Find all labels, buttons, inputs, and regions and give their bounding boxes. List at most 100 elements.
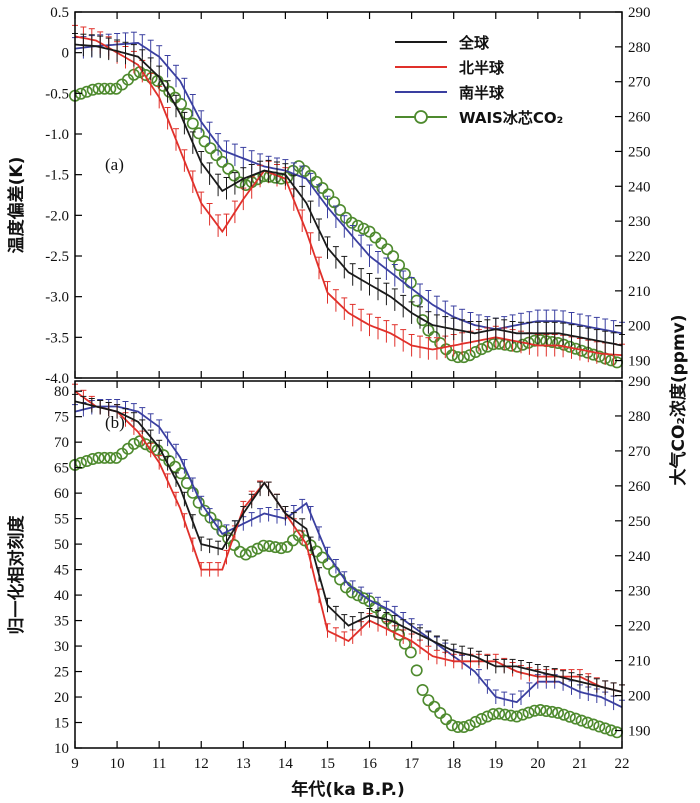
co2-point [475,343,488,356]
legend-label: WAIS冰芯CO₂ [459,109,563,127]
co2-point [357,222,370,235]
co2-point [233,545,246,558]
legend-item: 全球 [395,34,490,52]
right-axis-title: 大气CO₂浓度(ppmv) [668,314,689,485]
co2-point [334,204,347,217]
co2-point [104,451,117,464]
series-sh-b [72,399,625,715]
co2-point [381,243,394,256]
series-line-nh [74,390,623,693]
co2-point [422,694,435,707]
panel-a-label: (a) [105,155,124,174]
co2-point [546,705,559,718]
co2-point [610,726,623,739]
series-line-nh [74,35,623,357]
x-tick-label: 16 [362,756,378,772]
co2-point [457,351,470,364]
co2-point [328,196,341,209]
co2-point [404,646,417,659]
co2-point [451,351,464,364]
y-tick-label: 15 [54,716,69,732]
co2-point [104,82,117,95]
series-nh-b [72,383,625,699]
co2-point [80,454,93,467]
y-tick-label: -0.5 [45,86,69,102]
co2-point [86,452,99,465]
co2-point [416,683,429,696]
co2-point [569,342,582,355]
co2-point [228,169,241,182]
series-line-global [74,400,623,693]
co2-point [251,542,264,555]
co2-point [245,545,258,558]
co2-point [557,708,570,721]
co2-point [239,179,252,192]
co2-point [316,551,329,564]
plot-frame-b [74,380,623,749]
co2-point [228,538,241,551]
co2-point [98,82,111,95]
x-tick-label: 14 [278,756,294,772]
co2-point [569,712,582,725]
co2-point [92,82,105,95]
co2-point [257,539,270,552]
y-tick-label: -4.0 [45,371,69,387]
co2-point [493,707,506,720]
x-tick-label: 15 [320,756,335,772]
right-tick-label: 220 [628,249,651,265]
co2-point [210,149,223,162]
x-tick-label: 13 [236,756,251,772]
co2-point [322,188,335,201]
co2-point [528,704,541,717]
y-tick-label: -2.0 [45,208,69,224]
series-sh-a [72,31,625,345]
co2-point [563,710,576,723]
co2-point [127,437,140,450]
co2-point [216,155,229,168]
x-tick-label: 10 [110,756,125,772]
y-tick-label: 25 [54,665,69,681]
right-tick-label: 210 [628,284,651,300]
right-tick-label: 190 [628,724,651,740]
series-global-a [72,33,625,357]
co2-point [599,722,612,735]
series-global-b [72,393,625,699]
co2-point [410,294,423,307]
co2-point [445,349,458,362]
series-line-sh [74,405,623,709]
co2-point [445,719,458,732]
co2-point [169,91,182,104]
co2-point [481,710,494,723]
y-tick-label: -1.0 [45,127,69,143]
series-line-global [74,43,623,347]
plot-frame-a [74,11,623,379]
legend-item: WAIS冰芯CO₂ [395,109,563,127]
right-tick-label: 280 [628,409,651,425]
co2-point [469,715,482,728]
x-tick-label: 18 [446,756,461,772]
right-tick-label: 270 [628,444,651,460]
y-axis-title-a: 温度偏差(K) [6,157,27,254]
y-tick-label: -3.0 [45,290,69,306]
co2-point [269,541,282,554]
co2-point [92,451,105,464]
y-tick-label: -1.5 [45,168,69,184]
co2-point [593,720,606,733]
co2-point [510,710,523,723]
y-tick-label: 20 [54,690,69,706]
co2-point [86,83,99,96]
co2-point [98,451,111,464]
panel-b: 10 15 20 25 30 35 40 45 50 55 60 65 70 75 80 190 200 210 2… [54,374,651,757]
y-tick-label: 55 [54,512,69,528]
co2-point [516,338,529,351]
co2-point [180,107,193,120]
co2-point [593,350,606,363]
y-tick-label: 60 [54,486,69,502]
co2-point [475,712,488,725]
co2-point [463,349,476,362]
right-tick-label: 260 [628,110,651,126]
co2-point [239,548,252,561]
legend-label: 全球 [458,34,490,52]
co2-point [387,250,400,263]
